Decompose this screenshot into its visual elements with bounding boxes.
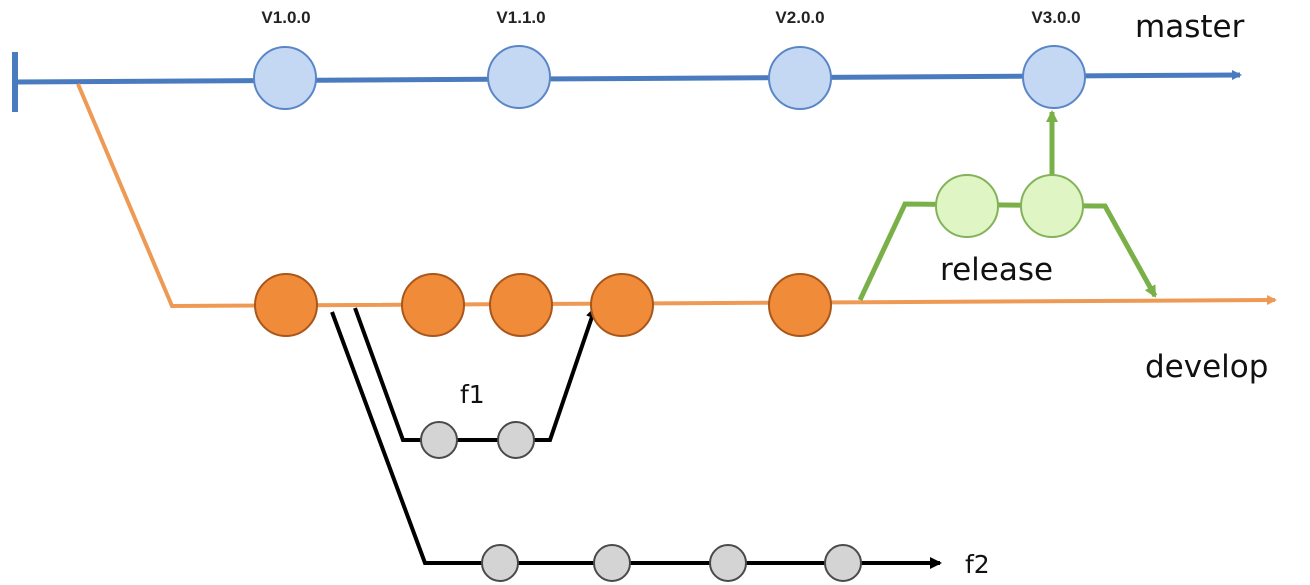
develop-commit-node	[401, 273, 465, 337]
version-tag: V2.0.0	[775, 8, 824, 27]
develop-commit-node	[489, 273, 553, 337]
release-branch-line	[857, 201, 1158, 302]
f2-commit-node	[593, 544, 631, 582]
version-tag: V1.1.0	[496, 8, 545, 27]
f1-branch-line	[353, 306, 598, 442]
f2-commit-node	[709, 544, 747, 582]
release-commit-node	[935, 174, 999, 238]
master-branch-label: master	[1135, 9, 1245, 45]
develop-commit-node	[590, 273, 654, 337]
f2-commit-node	[481, 544, 519, 582]
f1-commit-node	[420, 421, 458, 459]
f1-commit-node	[497, 421, 535, 459]
master-commit-node	[487, 45, 551, 109]
develop-branch-label: develop	[1145, 349, 1268, 385]
release-branch-label: release	[940, 252, 1053, 288]
master-commit-node	[768, 46, 832, 110]
version-tag: V3.0.0	[1031, 8, 1080, 27]
f2-commit-node	[824, 544, 862, 582]
f2-branch-line	[330, 311, 942, 569]
develop-commit-node	[768, 273, 832, 337]
f1-branch-label: f1	[460, 380, 485, 409]
version-tag: V1.0.0	[261, 8, 310, 27]
develop-branch-line	[76, 83, 1277, 309]
master-commit-node	[253, 46, 317, 110]
master-commit-node	[1022, 45, 1086, 109]
f2-branch-label: f2	[965, 550, 990, 579]
develop-commit-node	[254, 273, 318, 337]
release-commit-node	[1020, 174, 1084, 238]
